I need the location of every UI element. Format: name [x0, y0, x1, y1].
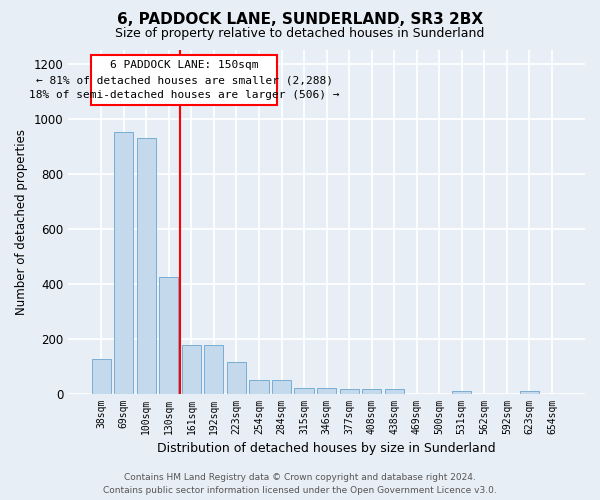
Bar: [520, 391, 539, 394]
Text: 6, PADDOCK LANE, SUNDERLAND, SR3 2BX: 6, PADDOCK LANE, SUNDERLAND, SR3 2BX: [117, 12, 483, 28]
Bar: [159, 276, 178, 394]
Bar: [295, 388, 314, 394]
Bar: [92, 359, 111, 394]
Text: Contains HM Land Registry data © Crown copyright and database right 2024.
Contai: Contains HM Land Registry data © Crown c…: [103, 474, 497, 495]
Bar: [340, 390, 359, 394]
Text: Size of property relative to detached houses in Sunderland: Size of property relative to detached ho…: [115, 28, 485, 40]
Bar: [385, 390, 404, 394]
Bar: [227, 362, 246, 394]
Bar: [272, 380, 291, 394]
Bar: [452, 391, 472, 394]
Bar: [250, 380, 269, 394]
Bar: [137, 138, 156, 394]
Bar: [91, 56, 277, 105]
Bar: [317, 388, 336, 394]
Text: 6 PADDOCK LANE: 150sqm
← 81% of detached houses are smaller (2,288)
18% of semi-: 6 PADDOCK LANE: 150sqm ← 81% of detached…: [29, 60, 340, 100]
X-axis label: Distribution of detached houses by size in Sunderland: Distribution of detached houses by size …: [157, 442, 496, 455]
Bar: [205, 344, 223, 394]
Y-axis label: Number of detached properties: Number of detached properties: [15, 129, 28, 315]
Bar: [114, 132, 133, 394]
Bar: [362, 390, 381, 394]
Bar: [182, 344, 201, 394]
